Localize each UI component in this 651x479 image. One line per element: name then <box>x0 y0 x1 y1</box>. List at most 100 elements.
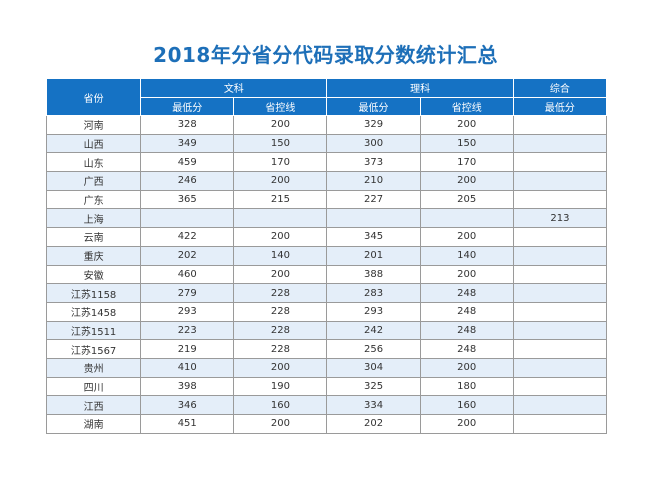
cell-science-line: 180 <box>419 376 514 397</box>
cell-comprehensive-min <box>512 283 608 303</box>
cell-science-min: 242 <box>326 320 421 341</box>
cell-comprehensive-min <box>512 133 608 154</box>
cell-science-line: 200 <box>419 171 514 191</box>
table-row: 上海 213 <box>45 208 608 229</box>
cell-comprehensive-min <box>512 414 608 434</box>
table-row: 安徽 460 200 388 200 <box>45 264 608 285</box>
cell-arts-line: 200 <box>233 264 328 285</box>
header-arts-line: 省控线 <box>233 96 328 116</box>
cell-science-line: 248 <box>419 283 514 303</box>
cell-arts-line: 200 <box>233 171 328 191</box>
page-title: 2018年分省分代码录取分数统计汇总 <box>153 43 498 67</box>
cell-arts-min: 219 <box>140 339 235 359</box>
cell-arts-line: 228 <box>233 301 328 322</box>
header-science-line: 省控线 <box>419 96 514 116</box>
cell-arts-min: 328 <box>140 115 235 135</box>
cell-arts-line: 200 <box>233 115 328 135</box>
cell-province: 上海 <box>45 208 142 229</box>
cell-comprehensive-min <box>512 395 608 415</box>
cell-province: 安徽 <box>45 264 142 285</box>
cell-province: 江苏1158 <box>45 283 142 303</box>
cell-science-min: 373 <box>326 152 421 173</box>
table-row: 四川 398 190 325 180 <box>45 376 608 397</box>
cell-province: 江苏1567 <box>45 339 142 359</box>
cell-science-min: 283 <box>326 283 421 303</box>
cell-science-line: 160 <box>419 395 514 415</box>
cell-comprehensive-min <box>512 245 608 266</box>
header-science-min: 最低分 <box>326 96 421 116</box>
cell-science-line: 200 <box>419 264 514 285</box>
cell-arts-min: 202 <box>140 245 235 266</box>
cell-science-min: 329 <box>326 115 421 135</box>
cell-province: 江西 <box>45 395 142 415</box>
table-row: 江苏1511 223 228 242 248 <box>45 320 608 341</box>
cell-arts-line: 228 <box>233 320 328 341</box>
cell-science-min: 388 <box>326 264 421 285</box>
cell-arts-line: 200 <box>233 227 328 247</box>
cell-province: 山东 <box>45 152 142 173</box>
cell-science-line <box>419 208 514 229</box>
cell-science-min: 293 <box>326 301 421 322</box>
table-row: 重庆 202 140 201 140 <box>45 245 608 266</box>
cell-science-line: 140 <box>419 245 514 266</box>
cell-province: 湖南 <box>45 414 142 434</box>
score-table: 省份 文科 理科 综合 最低分 省控线 最低分 省控线 最低分 河南 328 200… <box>45 78 608 434</box>
table-row: 山东 459 170 373 170 <box>45 152 608 173</box>
cell-science-min: 345 <box>326 227 421 247</box>
cell-province: 贵州 <box>45 357 142 378</box>
cell-science-line: 248 <box>419 320 514 341</box>
cell-arts-min: 365 <box>140 189 235 210</box>
cell-arts-min <box>140 208 235 229</box>
table-row: 河南 328 200 329 200 <box>45 115 608 135</box>
cell-arts-line: 150 <box>233 133 328 154</box>
cell-arts-line: 200 <box>233 357 328 378</box>
cell-province: 广东 <box>45 189 142 210</box>
cell-province: 重庆 <box>45 245 142 266</box>
cell-comprehensive-min <box>512 171 608 191</box>
cell-arts-min: 451 <box>140 414 235 434</box>
cell-comprehensive-min <box>512 264 608 285</box>
cell-comprehensive-min: 213 <box>512 208 608 229</box>
cell-science-line: 248 <box>419 301 514 322</box>
cell-science-line: 200 <box>419 227 514 247</box>
cell-arts-min: 459 <box>140 152 235 173</box>
cell-science-min: 202 <box>326 414 421 434</box>
cell-science-min: 256 <box>326 339 421 359</box>
cell-province: 四川 <box>45 376 142 397</box>
header-group-arts: 文科 <box>140 78 328 98</box>
cell-arts-min: 422 <box>140 227 235 247</box>
table-row: 贵州 410 200 304 200 <box>45 357 608 378</box>
cell-science-line: 248 <box>419 339 514 359</box>
cell-arts-min: 398 <box>140 376 235 397</box>
cell-science-line: 150 <box>419 133 514 154</box>
cell-arts-line <box>233 208 328 229</box>
cell-arts-min: 223 <box>140 320 235 341</box>
header-comprehensive-min: 最低分 <box>512 96 608 116</box>
table-row: 江苏1567 219 228 256 248 <box>45 339 608 359</box>
cell-arts-min: 246 <box>140 171 235 191</box>
table-row: 广西 246 200 210 200 <box>45 171 608 191</box>
table-row: 云南 422 200 345 200 <box>45 227 608 247</box>
cell-science-line: 200 <box>419 357 514 378</box>
cell-science-min: 334 <box>326 395 421 415</box>
cell-comprehensive-min <box>512 152 608 173</box>
cell-science-min: 201 <box>326 245 421 266</box>
table-body: 河南 328 200 329 200 山西 349 150 300 150 山东 459 170 373 1… <box>45 115 608 434</box>
cell-province: 江苏1511 <box>45 320 142 341</box>
cell-arts-line: 215 <box>233 189 328 210</box>
cell-arts-min: 460 <box>140 264 235 285</box>
table-row: 江苏1458 293 228 293 248 <box>45 301 608 322</box>
cell-arts-line: 200 <box>233 414 328 434</box>
table-row: 江西 346 160 334 160 <box>45 395 608 415</box>
cell-science-min: 304 <box>326 357 421 378</box>
cell-comprehensive-min <box>512 227 608 247</box>
header-province: 省份 <box>45 78 142 116</box>
cell-province: 广西 <box>45 171 142 191</box>
cell-science-line: 170 <box>419 152 514 173</box>
cell-province: 云南 <box>45 227 142 247</box>
cell-arts-min: 293 <box>140 301 235 322</box>
cell-comprehensive-min <box>512 115 608 135</box>
cell-science-min: 325 <box>326 376 421 397</box>
cell-science-line: 200 <box>419 115 514 135</box>
table-row: 广东 365 215 227 205 <box>45 189 608 210</box>
